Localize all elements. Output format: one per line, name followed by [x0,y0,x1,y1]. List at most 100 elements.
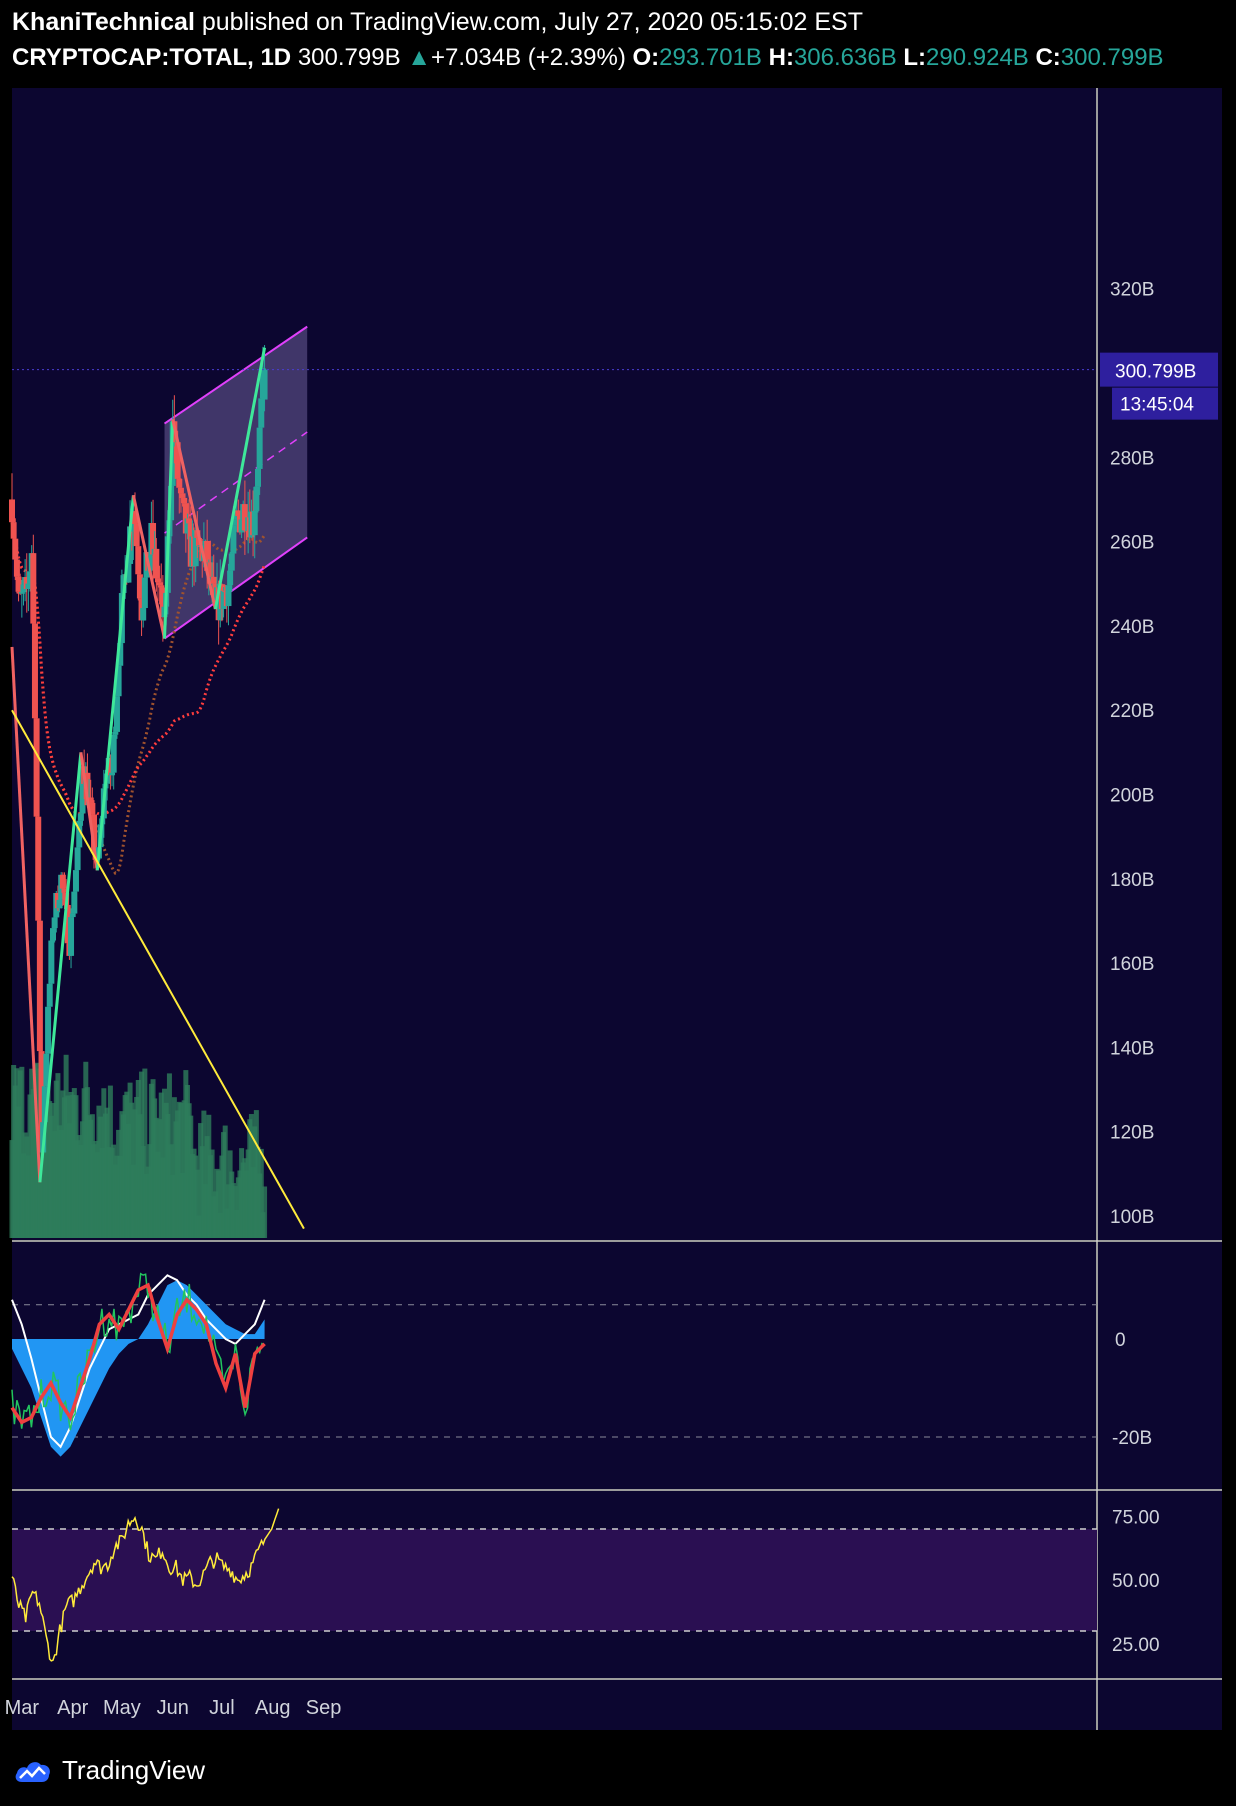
high-value: 306.636B [793,44,897,71]
candle-body [31,623,38,719]
candle-body [25,583,32,589]
published-text: published on TradingView.com, July 27, 2… [201,8,863,36]
candle-body [158,585,165,588]
candle-body [177,487,184,494]
volume-bar [222,1125,228,1238]
candle-body [253,486,260,511]
countdown-label: 13:45:04 [1120,395,1194,416]
candles-layer [9,345,268,1158]
publish-header: KhaniTechnical published on TradingView.… [12,8,863,37]
countdown-badge [1112,387,1218,420]
candle-body [225,585,232,607]
change-value: +7.034B (+2.39%) [431,44,626,71]
candle-body [204,540,211,571]
author-name[interactable]: KhaniTechnical [12,8,195,36]
price-tick-label: 140B [1110,1038,1154,1059]
price-tick-label: 100B [1110,1207,1154,1228]
price-tick-label: 120B [1110,1123,1154,1144]
candle-body [48,940,55,984]
low-label: L: [903,44,927,71]
channel-upper-line[interactable] [163,325,308,425]
price-axis[interactable] [1098,88,1222,1240]
rsi-axis[interactable] [1098,1491,1222,1678]
volume-bar [209,1149,215,1238]
macd-tick-label: 0 [1115,1330,1126,1351]
candle-body [235,510,242,516]
last-price: 300.799B [297,44,401,71]
time-tick-label: Sep [306,1697,342,1719]
volume-bar [19,1066,25,1238]
rsi-layer [11,1508,1097,1662]
open-label: O: [632,44,660,71]
candle-body [35,816,42,921]
candle-body [46,983,53,1007]
candle-body [20,584,27,593]
rsi-tick-label: 25.00 [1112,1635,1160,1656]
trendline-layer [11,709,305,1230]
candle-body [18,592,25,594]
price-tick-label: 180B [1110,870,1154,891]
time-tick-label: Mar [5,1697,40,1719]
price-tick-label: 220B [1110,701,1154,722]
rsi-line [11,1508,280,1662]
moving-averages-layer [10,521,267,875]
rsi-band [12,1529,1097,1631]
zigzag-down-leg[interactable] [10,646,42,1183]
tradingview-logo[interactable]: TradingView [14,1755,205,1786]
candle-body [182,503,189,534]
zigzag-up-leg[interactable] [38,752,83,1183]
price-pane[interactable] [12,88,1096,1240]
candle-body [110,734,117,773]
tradingview-brand: TradingView [62,1755,206,1785]
tradingview-cloud-icon [15,1761,50,1782]
up-arrow-icon: ▲ [407,44,432,71]
zigzag-up-leg[interactable] [163,419,175,639]
time-tick-label: Aug [255,1697,291,1719]
volume-bar [201,1110,207,1238]
candle-body [117,643,124,666]
candle-body [232,519,239,526]
ma-100-line [10,521,267,816]
macd-fast-line [11,1272,263,1431]
candle-body [230,525,237,554]
zigzag-down-leg[interactable] [171,419,217,610]
open-value: 293.701B [659,44,762,71]
time-tick-label: Apr [57,1697,88,1719]
candle-body [132,511,138,524]
candle-body [127,526,134,564]
candle-body [41,1086,48,1123]
macd-axis[interactable] [1098,1242,1222,1489]
descending-trendline[interactable] [11,709,305,1230]
zigzag-down-leg[interactable] [79,752,99,871]
candle-body [15,576,22,592]
zigzag-up-leg[interactable] [95,495,135,871]
volume-layer [9,1054,268,1238]
candle-body [159,587,166,618]
zigzag-down-leg[interactable] [131,494,166,639]
candle-body [146,555,153,571]
channel-lower-line[interactable] [163,536,308,640]
last-price-badge-label: 300.799B [1115,362,1196,383]
macd-pane[interactable] [12,1242,1096,1489]
ohlc-legend: CRYPTOCAP:TOTAL, 1D 300.799B ▲+7.034B (+… [12,44,1164,72]
zigzag-up-leg[interactable] [213,347,267,610]
low-value: 290.924B [926,44,1029,71]
volume-bar [262,1186,268,1238]
rsi-tick-label: 75.00 [1112,1507,1160,1528]
candle-body [171,421,178,447]
candle-body [210,576,217,584]
candle-body [150,523,157,555]
candle-body [179,493,186,498]
time-axis[interactable] [12,1680,1096,1730]
candle-body [133,523,140,547]
price-tick-label: 260B [1110,533,1154,554]
candle-body [153,548,160,579]
candle-body [176,478,183,488]
candle-body [141,577,148,609]
rsi-band-layer [12,1529,1097,1631]
candle-body [156,582,163,586]
symbol-label[interactable]: CRYPTOCAP:TOTAL, 1D [12,44,292,71]
candle-body [27,571,34,584]
candle-body [9,499,15,523]
candle-body [61,888,68,893]
